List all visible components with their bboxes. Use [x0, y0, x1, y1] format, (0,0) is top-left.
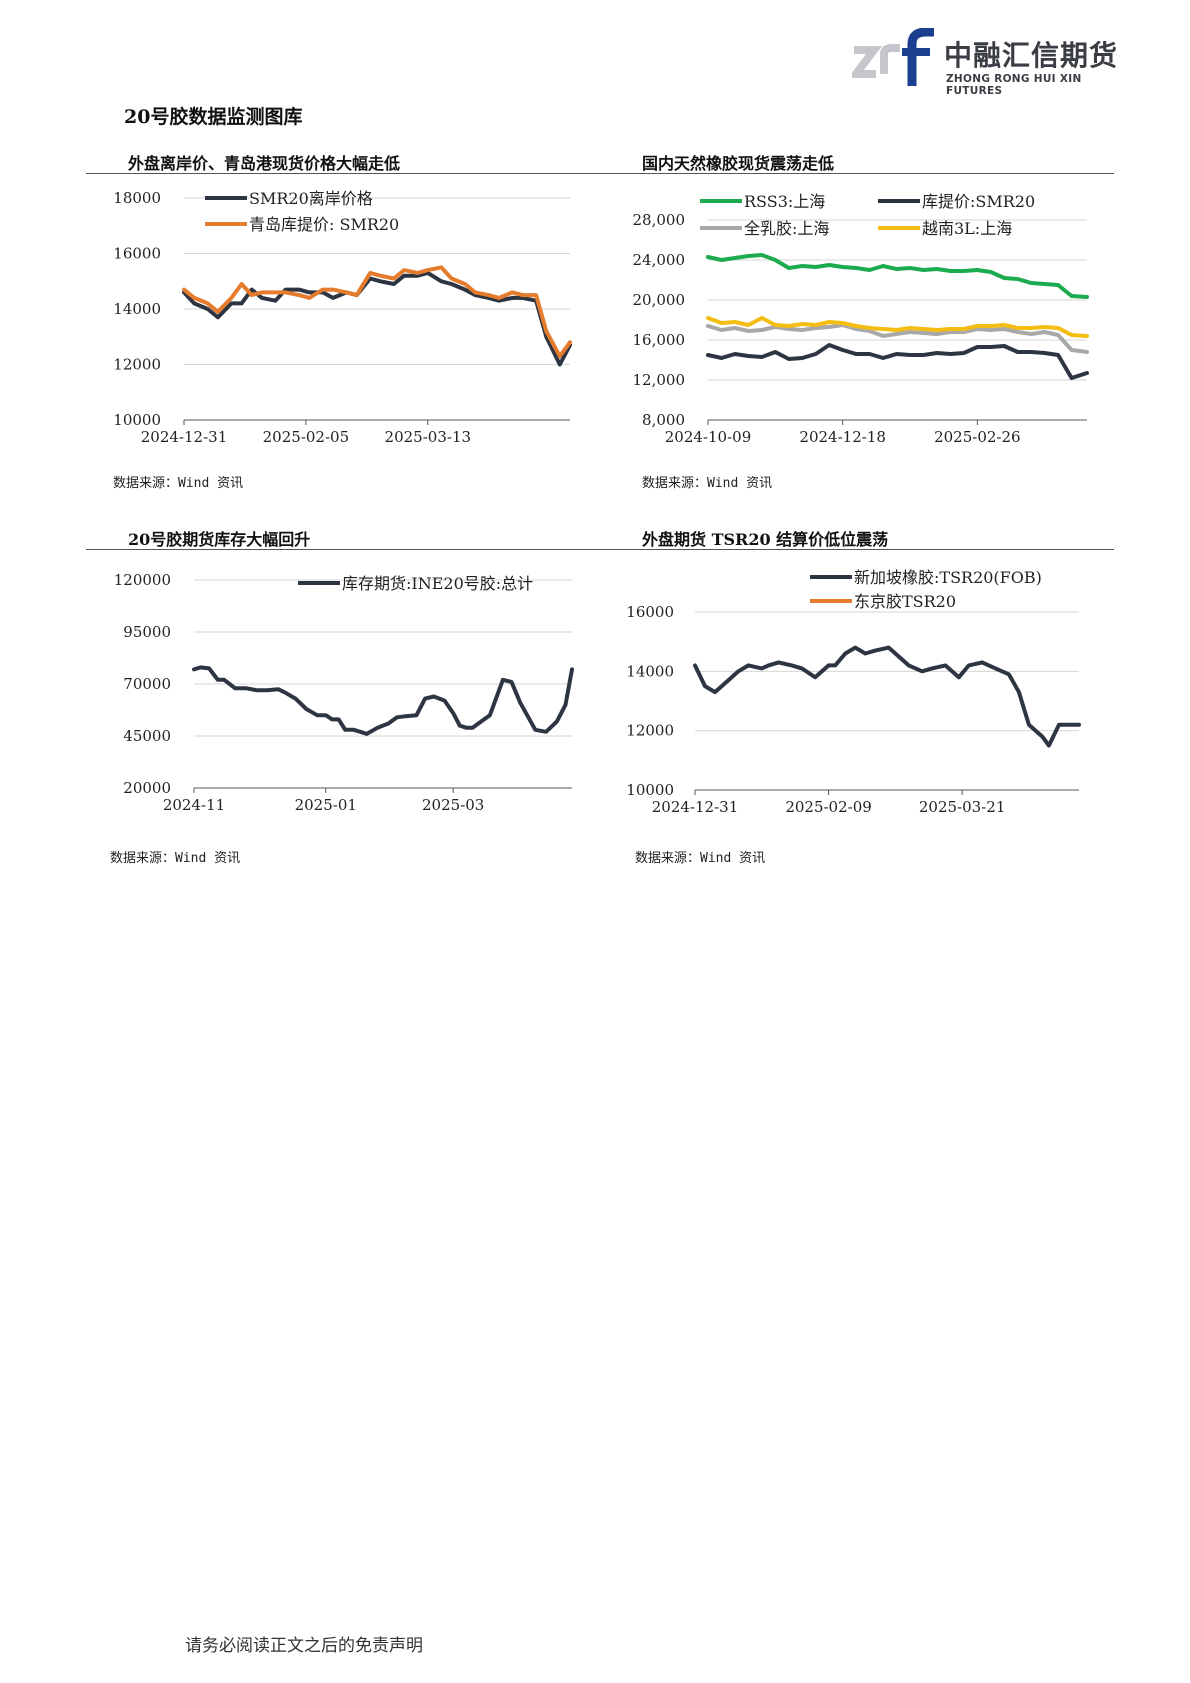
y-tick-label: 12000 [113, 356, 161, 374]
legend-label: 新加坡橡胶:TSR20(FOB) [854, 568, 1042, 587]
y-tick-label: 16000 [113, 245, 161, 263]
y-tick-label: 95000 [123, 623, 171, 641]
panel-1-title: 外盘离岸价、青岛港现货价格大幅走低 [128, 154, 401, 173]
y-tick-label: 120000 [114, 571, 171, 589]
series-line-1 [693, 645, 1081, 748]
page-title: 20号胶数据监测图库 [124, 106, 303, 128]
x-tick-label: 2025-03-21 [919, 798, 1005, 816]
legend-label: 青岛库提价: SMR20 [249, 215, 399, 234]
zrf-logo-mark [852, 28, 934, 86]
legend-label: SMR20离岸价格 [249, 189, 373, 208]
x-tick-label: 2025-02-05 [263, 428, 349, 446]
y-tick-label: 14000 [626, 662, 674, 680]
section-divider [86, 173, 1114, 174]
series-line-1 [706, 253, 1089, 299]
series-line-1 [192, 665, 574, 736]
series-line-3 [706, 323, 1089, 354]
x-tick-label: 2025-02-26 [934, 428, 1020, 446]
y-tick-label: 20000 [123, 779, 171, 797]
legend-label: 越南3L:上海 [922, 219, 1012, 238]
y-tick-label: 28,000 [633, 211, 686, 229]
legend-label: 库提价:SMR20 [922, 192, 1035, 211]
y-tick-label: 12000 [626, 722, 674, 740]
x-tick-label: 2024-11 [163, 796, 225, 814]
y-tick-label: 10000 [113, 411, 161, 429]
legend-label: RSS3:上海 [744, 192, 825, 211]
y-tick-label: 70000 [123, 675, 171, 693]
x-tick-label: 2024-10-09 [665, 428, 751, 446]
panel-2-title: 国内天然橡胶现货震荡走低 [642, 154, 835, 173]
panel-3-source: 数据来源：Wind 资讯 [110, 851, 241, 866]
x-tick-label: 2024-12-18 [799, 428, 885, 446]
legend-label: 库存期货:INE20号胶:总计 [342, 574, 533, 593]
legend-label: 东京胶TSR20 [854, 592, 956, 611]
panel-4-source: 数据来源：Wind 资讯 [635, 851, 766, 866]
y-tick-label: 45000 [123, 727, 171, 745]
x-tick-label: 2025-03 [422, 796, 484, 814]
y-tick-label: 14000 [113, 300, 161, 318]
y-tick-label: 8,000 [642, 411, 685, 429]
y-tick-label: 12,000 [633, 371, 686, 389]
y-tick-label: 20,000 [633, 291, 686, 309]
panel-4-title: 外盘期货 TSR20 结算价低位震荡 [642, 530, 889, 549]
series-line-1 [182, 270, 572, 367]
legend-label: 全乳胶:上海 [744, 219, 829, 238]
series-line-2 [182, 265, 572, 359]
y-tick-label: 16000 [626, 603, 674, 621]
panel-2-source: 数据来源：Wind 资讯 [642, 476, 773, 491]
x-tick-label: 2025-01 [295, 796, 357, 814]
y-tick-label: 18000 [113, 189, 161, 207]
x-tick-label: 2025-03-13 [385, 428, 471, 446]
y-tick-label: 10000 [626, 781, 674, 799]
company-logo: 中融汇信期货 ZHONG RONG HUI XIN FUTURES [852, 28, 1122, 97]
y-tick-label: 24,000 [633, 251, 686, 269]
panel-3-title: 20号胶期货库存大幅回升 [128, 530, 311, 549]
section-divider [86, 549, 1114, 550]
panel-1-source: 数据来源：Wind 资讯 [113, 476, 244, 491]
y-tick-label: 16,000 [633, 331, 686, 349]
x-tick-label: 2024-12-31 [652, 798, 738, 816]
logo-company-name: 中融汇信期货 [944, 39, 1119, 72]
x-tick-label: 2025-02-09 [785, 798, 871, 816]
series-line-4 [706, 316, 1089, 338]
x-tick-label: 2024-12-31 [141, 428, 227, 446]
footer-disclaimer: 请务必阅读正文之后的免责声明 [185, 1636, 423, 1656]
series-line-2 [706, 343, 1089, 380]
logo-company-english: ZHONG RONG HUI XIN FUTURES [946, 73, 1082, 97]
